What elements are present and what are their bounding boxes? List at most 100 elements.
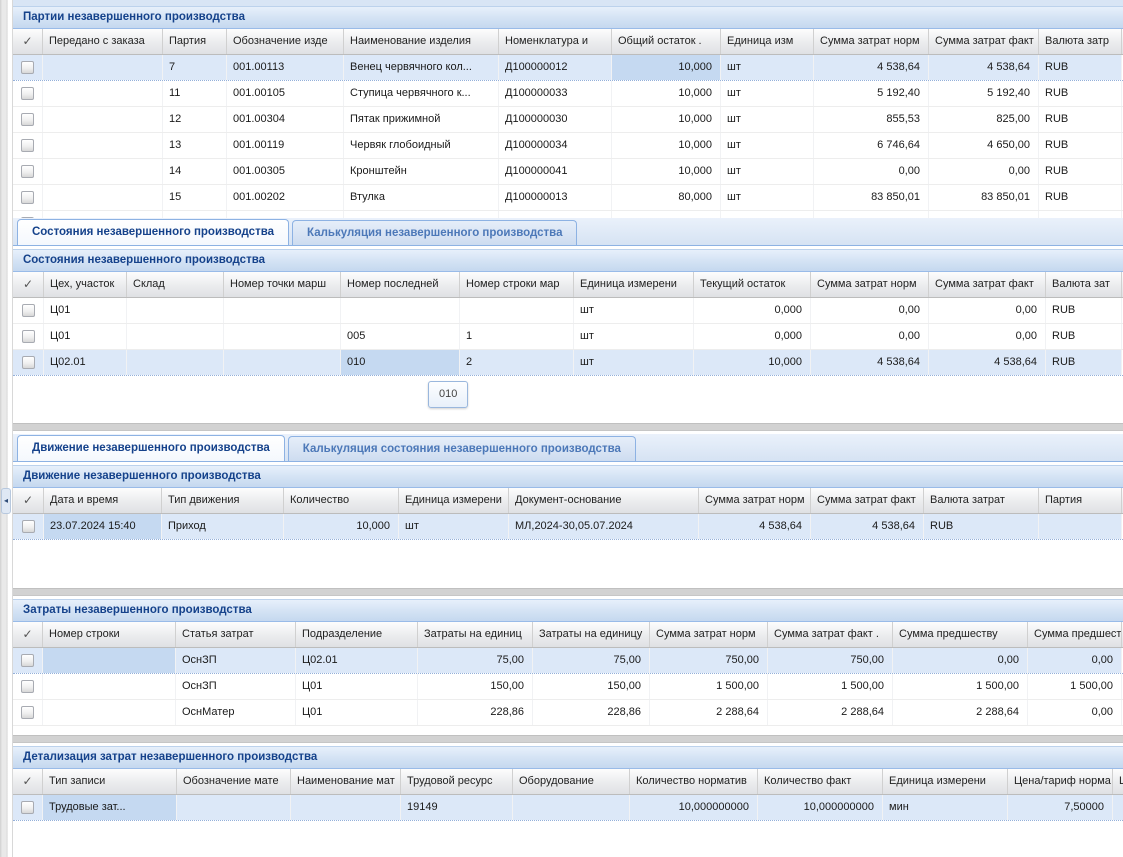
column-header-parties-1[interactable]: Передано с заказа xyxy=(43,29,163,54)
table-row[interactable]: 12 001.00304 Пятак прижимной Д100000030 10,0… xyxy=(13,107,1123,133)
table-row[interactable]: 11 001.00105 Ступица червячного к... Д10000… xyxy=(13,81,1123,107)
tab-state-tabs-0[interactable]: Состояния незавершенного производства xyxy=(17,219,290,245)
select-all-column-header[interactable]: ✓ xyxy=(13,272,44,297)
left-splitter-rail[interactable]: ◂ xyxy=(0,0,13,857)
column-header-costs-2[interactable]: Статья затрат xyxy=(176,622,296,647)
column-header-movements-8[interactable]: Валюта затрат xyxy=(924,488,1039,513)
column-header-movements-4[interactable]: Единица измерени xyxy=(399,488,509,513)
table-row[interactable]: 15 001.00202 Втулка Д100000013 80,000 шт 83 85… xyxy=(13,185,1123,211)
column-header-parties-8[interactable]: Сумма затрат норм xyxy=(814,29,929,54)
panel-title-text: Состояния незавершенного производства xyxy=(23,254,266,266)
row-checkbox[interactable] xyxy=(21,113,34,126)
column-header-movements-5[interactable]: Документ-основание xyxy=(509,488,699,513)
column-header-details-10[interactable]: Ц xyxy=(1113,769,1123,794)
column-header-details-2[interactable]: Обозначение мате xyxy=(177,769,291,794)
column-label: Сумма затрат норм xyxy=(820,35,920,47)
tab-state-tabs-1[interactable]: Калькуляция незавершенного производства xyxy=(292,220,578,245)
select-all-column-header[interactable]: ✓ xyxy=(13,769,43,794)
column-header-movements-3[interactable]: Количество xyxy=(284,488,399,513)
row-checkbox[interactable] xyxy=(21,304,35,317)
tab-movement-tabs-1[interactable]: Калькуляция состояния незавершенного про… xyxy=(287,436,636,461)
column-header-parties-7[interactable]: Единица изм xyxy=(721,29,814,54)
row-checkbox[interactable] xyxy=(21,706,34,719)
column-header-costs-1[interactable]: Номер строки xyxy=(43,622,176,647)
column-header-details-1[interactable]: Тип записи xyxy=(43,769,177,794)
select-all-column-header[interactable]: ✓ xyxy=(13,622,43,647)
horizontal-splitter[interactable] xyxy=(13,423,1123,431)
row-checkbox[interactable] xyxy=(21,61,34,74)
column-header-states-7[interactable]: Текущий остаток xyxy=(694,272,811,297)
collapse-panel-button[interactable]: ◂ xyxy=(1,488,11,514)
table-row[interactable]: ОснЗП Ц02.01 75,00 75,00 750,00 750,00 0,00 0,0… xyxy=(13,648,1123,674)
row-checkbox[interactable] xyxy=(21,654,34,667)
column-header-details-3[interactable]: Наименование мат xyxy=(291,769,401,794)
horizontal-splitter[interactable] xyxy=(13,588,1123,596)
select-all-column-header[interactable]: ✓ xyxy=(13,29,43,54)
row-checkbox[interactable] xyxy=(21,139,34,152)
table-row[interactable]: ОснМатер Ц01 228,86 228,86 2 288,64 2 288,64 2… xyxy=(13,700,1123,726)
column-header-parties-4[interactable]: Наименование изделия xyxy=(344,29,499,54)
table-row[interactable]: 7 001.00113 Венец червячного кол... Д100000… xyxy=(13,55,1123,81)
column-header-movements-7[interactable]: Сумма затрат факт xyxy=(811,488,924,513)
row-checkbox[interactable] xyxy=(21,330,35,343)
column-header-states-2[interactable]: Склад xyxy=(127,272,224,297)
row-checkbox[interactable] xyxy=(21,356,35,369)
cell-text: 1 xyxy=(466,330,473,342)
table-row[interactable]: Ц01 005 1 шт 0,000 0,00 0,00 RUB xyxy=(13,324,1123,350)
cell: 0,00 xyxy=(1028,648,1122,673)
column-header-parties-9[interactable]: Сумма затрат факт xyxy=(929,29,1039,54)
column-header-costs-6[interactable]: Сумма затрат норм xyxy=(650,622,768,647)
cell: Д100000041 xyxy=(499,159,612,184)
column-header-parties-5[interactable]: Номенклатура и xyxy=(499,29,612,54)
column-header-details-7[interactable]: Количество факт xyxy=(758,769,883,794)
table-row[interactable]: Ц02.01 010 2 шт 10,000 4 538,64 4 538,64 RUB xyxy=(13,350,1123,376)
column-header-states-4[interactable]: Номер последней xyxy=(341,272,460,297)
column-header-movements-6[interactable]: Сумма затрат норм xyxy=(699,488,811,513)
column-header-parties-6[interactable]: Общий остаток . xyxy=(612,29,721,54)
column-header-movements-9[interactable]: Партия xyxy=(1039,488,1122,513)
row-checkbox[interactable] xyxy=(21,520,35,533)
column-header-movements-2[interactable]: Тип движения xyxy=(162,488,284,513)
row-checkbox[interactable] xyxy=(21,165,34,178)
tab-movement-tabs-0[interactable]: Движение незавершенного производства xyxy=(17,435,285,461)
column-header-details-4[interactable]: Трудовой ресурс xyxy=(401,769,513,794)
column-header-parties-3[interactable]: Обозначение изде xyxy=(227,29,344,54)
table-row[interactable]: 13 001.00119 Червяк глобоидный Д100000034 10… xyxy=(13,133,1123,159)
row-checkbox[interactable] xyxy=(21,87,34,100)
table-row[interactable]: 23.07.2024 15:40 Приход 10,000 шт МЛ,2024-30… xyxy=(13,514,1123,540)
column-header-details-8[interactable]: Единица измерени xyxy=(883,769,1008,794)
column-header-costs-3[interactable]: Подразделение xyxy=(296,622,418,647)
column-header-states-10[interactable]: Валюта зат xyxy=(1046,272,1122,297)
table-row[interactable]: Ц01 шт 0,000 0,00 0,00 RUB xyxy=(13,298,1123,324)
column-header-states-3[interactable]: Номер точки марш xyxy=(224,272,341,297)
table-row[interactable]: 14 001.00305 Кронштейн Д100000041 10,000 шт 0,… xyxy=(13,159,1123,185)
cell-text: 0,000 xyxy=(774,330,802,342)
column-header-costs-9[interactable]: Сумма предшеств xyxy=(1028,622,1122,647)
column-header-movements-1[interactable]: Дата и время xyxy=(44,488,162,513)
column-header-details-9[interactable]: Цена/тариф норма xyxy=(1008,769,1113,794)
horizontal-splitter[interactable] xyxy=(13,735,1123,743)
row-checkbox[interactable] xyxy=(21,680,34,693)
row-checkbox[interactable] xyxy=(21,801,34,814)
cell: 005 xyxy=(341,324,460,349)
column-label: Количество норматив xyxy=(636,775,747,787)
column-header-parties-2[interactable]: Партия xyxy=(163,29,227,54)
table-row[interactable]: Трудовые зат... 19149 10,000000000 10,00000… xyxy=(13,795,1123,821)
row-checkbox[interactable] xyxy=(21,191,34,204)
column-header-costs-8[interactable]: Сумма предшеству xyxy=(893,622,1028,647)
select-all-column-header[interactable]: ✓ xyxy=(13,488,44,513)
row-checkbox[interactable] xyxy=(21,217,34,218)
table-row[interactable]: 21 001.00401 Крепление фланцевое Д100000018… xyxy=(13,211,1123,218)
column-header-details-5[interactable]: Оборудование xyxy=(513,769,630,794)
column-header-parties-10[interactable]: Валюта затр xyxy=(1039,29,1122,54)
column-header-details-6[interactable]: Количество норматив xyxy=(630,769,758,794)
column-header-states-5[interactable]: Номер строки мар xyxy=(460,272,574,297)
table-row[interactable]: ОснЗП Ц01 150,00 150,00 1 500,00 1 500,00 1 50… xyxy=(13,674,1123,700)
column-header-costs-7[interactable]: Сумма затрат факт . xyxy=(768,622,893,647)
column-header-states-9[interactable]: Сумма затрат факт xyxy=(929,272,1046,297)
column-header-states-6[interactable]: Единица измерени xyxy=(574,272,694,297)
column-header-states-1[interactable]: Цех, участок xyxy=(44,272,127,297)
column-header-states-8[interactable]: Сумма затрат норм xyxy=(811,272,929,297)
column-header-costs-4[interactable]: Затраты на единиц xyxy=(418,622,533,647)
column-header-costs-5[interactable]: Затраты на единицу xyxy=(533,622,650,647)
